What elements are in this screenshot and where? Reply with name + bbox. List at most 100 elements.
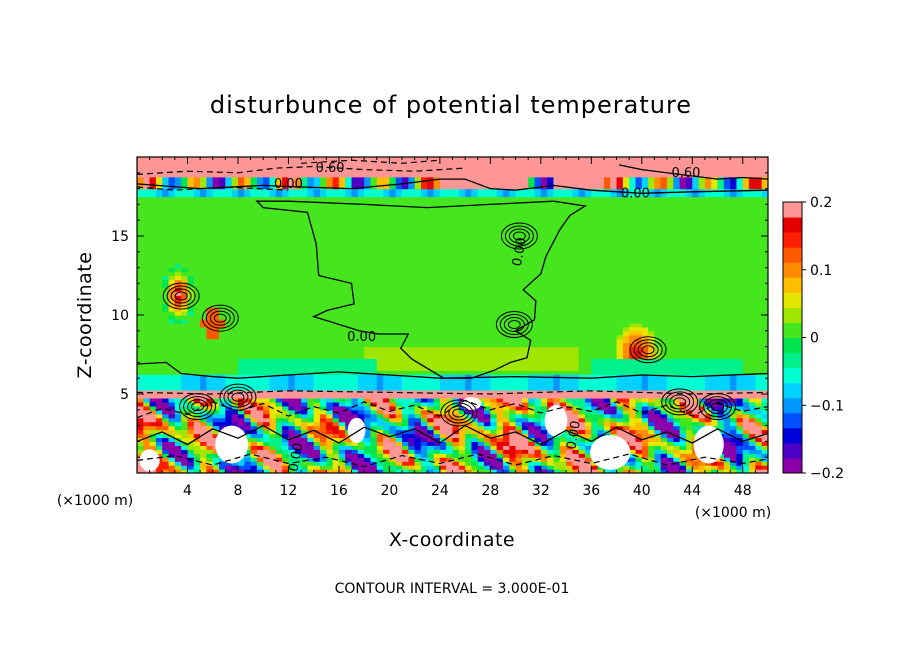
field-cell	[162, 267, 170, 273]
field-cell	[174, 346, 182, 352]
field-cell	[414, 354, 422, 360]
field-cell	[345, 326, 353, 332]
field-cell	[231, 247, 239, 253]
field-cell	[332, 251, 340, 257]
field-cell	[181, 251, 189, 257]
field-cell	[155, 279, 163, 284]
field-cell	[187, 405, 195, 411]
field-cell	[496, 283, 504, 288]
field-cell	[414, 425, 422, 431]
field-cell	[351, 157, 359, 162]
field-cell	[490, 188, 498, 194]
field-cell	[338, 291, 346, 296]
field-cell	[383, 397, 390, 403]
field-cell	[446, 354, 454, 360]
field-cell	[509, 275, 517, 281]
field-cell	[193, 315, 201, 320]
field-cell	[357, 160, 365, 166]
field-cell	[383, 251, 390, 257]
field-cell	[282, 425, 290, 431]
field-cell	[174, 157, 182, 162]
field-cell	[395, 295, 403, 300]
field-cell	[471, 208, 479, 213]
field-cell	[282, 318, 290, 324]
field-cell	[168, 311, 176, 316]
field-cell	[212, 200, 220, 205]
field-cell	[307, 295, 315, 300]
field-cell	[370, 259, 378, 265]
field-cell	[496, 247, 504, 253]
field-cell	[219, 160, 226, 166]
field-cell	[439, 326, 447, 332]
field-cell	[149, 469, 157, 473]
field-cell	[484, 453, 491, 458]
field-cell	[408, 208, 416, 213]
field-cell	[275, 449, 283, 454]
field-cell	[395, 228, 403, 233]
field-cell	[502, 247, 510, 253]
field-cell	[326, 354, 334, 360]
field-cell	[515, 307, 523, 312]
field-cell	[250, 370, 258, 375]
field-cell	[288, 342, 296, 348]
field-cell	[319, 168, 327, 174]
field-cell	[521, 397, 529, 403]
field-cell	[275, 453, 283, 458]
field-cell	[237, 255, 245, 261]
field-cell	[395, 188, 403, 194]
field-cell	[181, 311, 189, 316]
field-cell	[446, 453, 454, 458]
field-cell	[193, 338, 201, 344]
field-cell	[383, 192, 390, 198]
field-cell	[294, 216, 302, 221]
field-cell	[206, 247, 214, 253]
field-cell	[370, 311, 378, 316]
field-cell	[490, 228, 498, 233]
field-cell	[502, 303, 510, 308]
field-cell	[162, 469, 170, 473]
field-cell	[509, 251, 517, 257]
field-cell	[294, 180, 302, 186]
field-cell	[395, 409, 403, 415]
field-cell	[256, 311, 264, 316]
field-cell	[338, 338, 346, 344]
field-cell	[181, 318, 189, 324]
field-cell	[395, 441, 403, 446]
field-cell	[452, 208, 460, 213]
field-cell	[181, 255, 189, 261]
field-cell	[244, 204, 252, 209]
field-cell	[294, 196, 302, 202]
field-cell	[402, 279, 409, 284]
field-cell	[313, 350, 321, 356]
field-cell	[383, 409, 390, 415]
field-cell	[137, 311, 144, 316]
field-cell	[509, 358, 517, 363]
field-cell	[319, 465, 327, 470]
field-cell	[364, 243, 372, 249]
field-cell	[149, 259, 157, 265]
field-cell	[427, 291, 435, 296]
field-cell	[193, 449, 201, 454]
field-cell	[515, 228, 523, 233]
field-cell	[364, 441, 372, 446]
field-cell	[288, 453, 296, 458]
field-cell	[326, 445, 334, 450]
field-cell	[137, 224, 144, 229]
field-cell	[509, 469, 517, 473]
field-cell	[162, 330, 170, 336]
field-cell	[256, 437, 264, 442]
field-cell	[414, 394, 422, 399]
field-cell	[294, 370, 302, 375]
field-cell	[439, 370, 447, 375]
field-cell	[433, 330, 441, 336]
field-cell	[237, 283, 245, 288]
field-cell	[231, 196, 239, 202]
field-cell	[206, 346, 214, 352]
field-cell	[143, 200, 151, 205]
field-cell	[389, 204, 397, 209]
field-cell	[383, 204, 390, 209]
field-cell	[345, 267, 353, 273]
field-cell	[471, 243, 479, 249]
field-cell	[250, 346, 258, 352]
field-cell	[155, 318, 163, 324]
